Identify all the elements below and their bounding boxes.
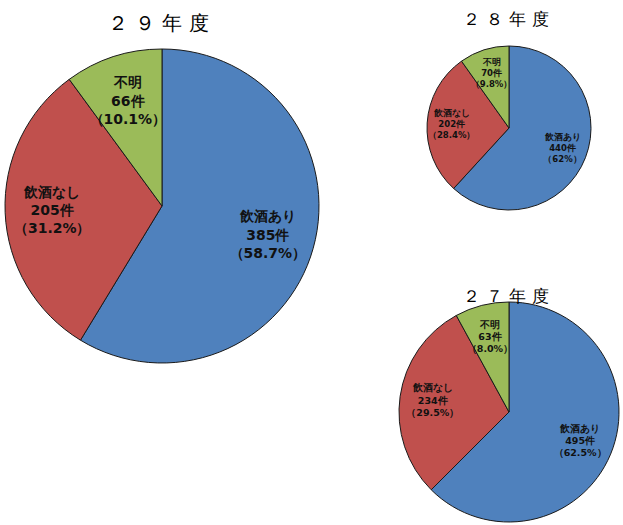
data-label: （31.2%） (14, 220, 91, 236)
slices (5, 49, 319, 363)
data-label: 202件 (438, 119, 465, 129)
pie-chart: 飲酒あり 385件 （58.7%） 飲酒なし 205件 （31.2%） 不明 66件 （10.1… (5, 11, 319, 364)
data-label: （62.5%） (554, 447, 607, 458)
pie-chart: 飲酒あり440件（62%） 飲酒なし202件（28.4%） 不明70件（9.8%） ２… (427, 9, 591, 210)
data-label: （10.1%） (90, 111, 167, 127)
data-label: （62%） (543, 154, 581, 164)
chart-title: ２７年度 (463, 286, 555, 306)
pie-chart: 飲酒あり495件（62.5%） 飲酒なし234件（29.5%） 不明63件（8.0%… (399, 286, 619, 522)
data-label: 不明 (113, 74, 142, 90)
data-label: 不明 (479, 319, 500, 330)
slice-labels: 飲酒あり 385件 （58.7%） 飲酒なし 205件 （31.2%） 不明 66件 （10.1… (14, 74, 306, 260)
data-label: （29.5%） (406, 407, 459, 418)
data-label: 飲酒あり (559, 423, 600, 434)
data-label: 飲酒なし (412, 382, 453, 394)
data-label: 234件 (418, 395, 448, 406)
data-label: 66件 (111, 93, 144, 109)
data-label: 70件 (481, 68, 502, 78)
chart-title: ２９年度 (108, 11, 216, 35)
data-label: （58.7%） (230, 245, 307, 261)
slices (427, 46, 591, 210)
data-label: 495件 (565, 435, 595, 446)
pie-slice (399, 315, 509, 489)
data-label: （28.4%） (428, 130, 476, 140)
data-label: 205件 (31, 202, 74, 218)
data-label: 385件 (246, 227, 289, 243)
chart-canvas: 飲酒あり 385件 （58.7%） 飲酒なし 205件 （31.2%） 不明 66件 （10.1… (0, 0, 623, 525)
data-label: 飲酒あり (544, 132, 581, 142)
data-label: 飲酒あり (239, 208, 296, 224)
pie-slice (69, 49, 162, 206)
slice-labels: 飲酒あり495件（62.5%） 飲酒なし234件（29.5%） 不明63件（8.0%… (406, 319, 606, 459)
pie-slice (456, 302, 509, 412)
data-label: （9.8%） (471, 79, 513, 89)
data-label: 440件 (549, 143, 576, 153)
slice-labels: 飲酒あり440件（62%） 飲酒なし202件（28.4%） 不明70件（9.8%） (428, 57, 582, 165)
page-root: 飲酒あり 385件 （58.7%） 飲酒なし 205件 （31.2%） 不明 66件 （10.1… (0, 0, 623, 525)
slices (399, 302, 619, 522)
data-label: 不明 (482, 57, 501, 67)
data-label: 飲酒なし (23, 184, 80, 200)
data-label: 63件 (478, 331, 501, 342)
data-label: 飲酒なし (433, 108, 470, 118)
data-label: （8.0%） (467, 343, 513, 354)
chart-title: ２８年度 (463, 9, 555, 29)
